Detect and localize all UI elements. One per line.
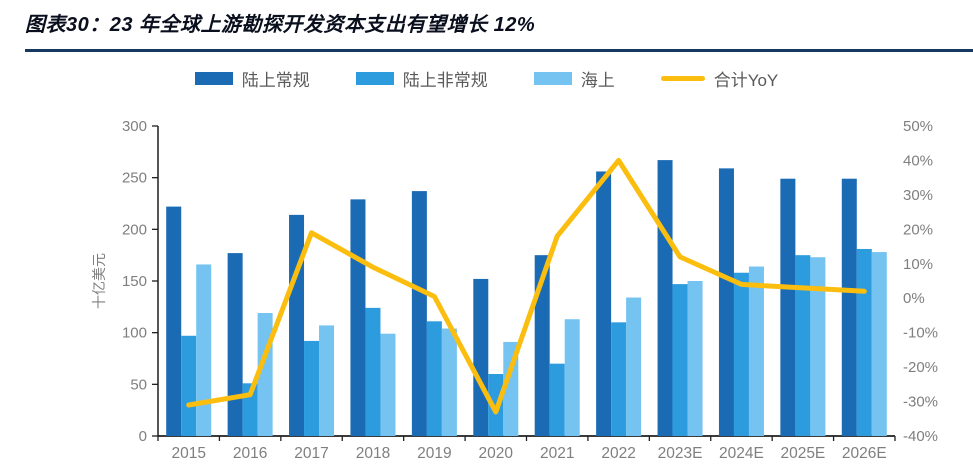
- legend-item-offshore: 海上: [533, 66, 615, 91]
- bar-onshore-conventional-2018: [350, 199, 366, 436]
- bar-onshore-conventional-2025E: [780, 178, 796, 436]
- x-axis-label-2021: 2021: [540, 445, 574, 462]
- bar-offshore-2015: [196, 264, 212, 436]
- bar-offshore-2019: [441, 328, 457, 436]
- x-axis-label-2023E: 2023E: [658, 445, 703, 462]
- legend-bar-swatch-onshore-conventional: [194, 71, 233, 85]
- bar-onshore-conventional-2026E: [841, 178, 857, 436]
- bar-onshore-unconventional-2015: [181, 335, 197, 436]
- x-axis-label-2015: 2015: [171, 445, 205, 462]
- left-axis-tick-label: 0: [139, 428, 147, 445]
- left-axis-tick-label: 200: [122, 221, 147, 238]
- bar-onshore-unconventional-2023E: [672, 284, 688, 436]
- legend-item-onshore-unconventional: 陆上非常规: [355, 66, 488, 91]
- right-axis-tick-label: -20%: [903, 359, 938, 376]
- x-axis-label-2026E: 2026E: [842, 445, 887, 462]
- bar-onshore-unconventional-2017: [304, 340, 320, 436]
- bar-offshore-2024E: [748, 266, 764, 436]
- x-axis-label-2017: 2017: [294, 445, 328, 462]
- bar-onshore-unconventional-2024E: [733, 272, 749, 436]
- right-axis-tick-label: -10%: [903, 325, 938, 342]
- bar-onshore-conventional-2017: [289, 214, 305, 436]
- bar-onshore-unconventional-2019: [426, 321, 442, 436]
- chart-legend: 陆上常规 陆上非常规 海上 合计YoY: [0, 66, 973, 90]
- right-axis-tick-label: 30%: [903, 187, 933, 204]
- left-axis-tick-label: 50: [130, 376, 147, 393]
- bar-onshore-conventional-2020: [473, 278, 489, 436]
- bar-offshore-2017: [319, 325, 335, 436]
- left-axis-tick-label: 300: [122, 118, 147, 135]
- bar-onshore-unconventional-2022: [611, 322, 627, 436]
- legend-item-onshore-conventional: 陆上常规: [194, 66, 310, 91]
- left-axis-tick-label: 150: [122, 273, 147, 290]
- bar-onshore-unconventional-2025E: [795, 255, 811, 436]
- legend-bar-swatch-onshore-unconventional: [355, 71, 394, 85]
- right-axis-tick-label: 0%: [903, 290, 925, 307]
- x-axis-label-2019: 2019: [417, 445, 451, 462]
- x-axis-label-2020: 2020: [479, 445, 514, 462]
- bar-onshore-conventional-2015: [166, 206, 182, 436]
- bar-offshore-2018: [380, 333, 396, 436]
- bar-onshore-conventional-2023E: [657, 160, 673, 436]
- bar-onshore-unconventional-2018: [365, 307, 381, 436]
- line-total-yoy: [186, 157, 867, 415]
- left-axis-tick-label: 100: [122, 325, 147, 342]
- bar-offshore-2023E: [687, 281, 703, 436]
- legend-label-total-yoy: 合计YoY: [713, 70, 779, 90]
- x-axis-label-2018: 2018: [356, 445, 390, 462]
- right-axis-tick-label: 40%: [903, 152, 933, 169]
- legend-item-total-yoy: 合计YoY: [660, 66, 779, 91]
- x-axis-label-2024E: 2024E: [719, 445, 764, 462]
- legend-label-onshore-conventional: 陆上常规: [241, 70, 310, 90]
- bar-onshore-conventional-2021: [534, 255, 550, 436]
- legend-label-offshore: 海上: [580, 70, 615, 90]
- right-axis-tick-label: 50%: [903, 118, 933, 135]
- bar-onshore-unconventional-2021: [549, 363, 565, 436]
- bar-offshore-2021: [564, 319, 580, 436]
- figure-title: 图表30：23 年全球上游勘探开发资本支出有望增长 12%: [25, 14, 536, 36]
- title-underline: [25, 49, 973, 52]
- x-axis-label-2022: 2022: [601, 445, 635, 462]
- x-axis-label-2025E: 2025E: [780, 445, 825, 462]
- left-axis-tick-label: 250: [122, 170, 147, 187]
- bar-onshore-conventional-2019: [411, 191, 427, 436]
- bar-offshore-2022: [626, 297, 642, 436]
- right-axis-tick-label: 20%: [903, 221, 933, 238]
- bar-onshore-conventional-2022: [596, 171, 612, 436]
- legend-bar-swatch-offshore: [533, 71, 572, 85]
- right-axis-tick-label: 10%: [903, 256, 933, 273]
- x-axis-label-2016: 2016: [233, 445, 267, 462]
- right-axis-tick-label: -30%: [903, 394, 938, 411]
- bar-onshore-conventional-2024E: [718, 168, 734, 436]
- legend-line-swatch-total-yoy: [660, 75, 705, 81]
- bar-onshore-conventional-2016: [227, 253, 243, 436]
- legend-label-onshore-unconventional: 陆上非常规: [402, 70, 488, 90]
- bar-offshore-2025E: [810, 257, 826, 436]
- bar-onshore-unconventional-2026E: [856, 248, 872, 436]
- bar-offshore-2026E: [871, 252, 887, 436]
- right-axis-tick-label: -40%: [903, 428, 938, 445]
